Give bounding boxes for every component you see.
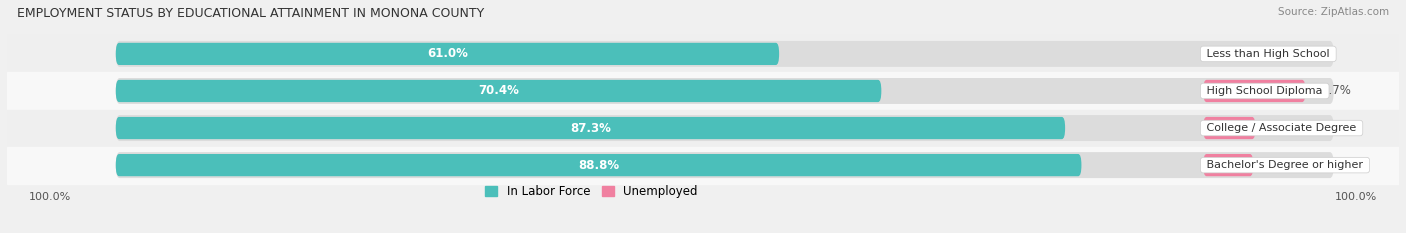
Text: 100.0%: 100.0%: [28, 192, 72, 202]
FancyBboxPatch shape: [115, 154, 1081, 176]
FancyBboxPatch shape: [1204, 80, 1305, 102]
FancyBboxPatch shape: [115, 152, 1334, 178]
FancyBboxPatch shape: [115, 115, 1334, 141]
FancyBboxPatch shape: [115, 78, 1334, 104]
FancyBboxPatch shape: [115, 80, 882, 102]
Text: EMPLOYMENT STATUS BY EDUCATIONAL ATTAINMENT IN MONONA COUNTY: EMPLOYMENT STATUS BY EDUCATIONAL ATTAINM…: [17, 7, 484, 20]
Legend: In Labor Force, Unemployed: In Labor Force, Unemployed: [485, 185, 697, 198]
Text: High School Diploma: High School Diploma: [1204, 86, 1326, 96]
FancyBboxPatch shape: [115, 43, 779, 65]
Bar: [7, 35, 1399, 72]
Text: Bachelor's Degree or higher: Bachelor's Degree or higher: [1204, 160, 1367, 170]
Bar: [7, 110, 1399, 147]
FancyBboxPatch shape: [1204, 117, 1256, 139]
Text: 87.3%: 87.3%: [569, 122, 610, 134]
Text: 0.0%: 0.0%: [1219, 47, 1249, 60]
FancyBboxPatch shape: [1204, 154, 1253, 176]
Text: Source: ZipAtlas.com: Source: ZipAtlas.com: [1278, 7, 1389, 17]
FancyBboxPatch shape: [115, 117, 1066, 139]
Text: 100.0%: 100.0%: [1334, 192, 1378, 202]
Text: 2.3%: 2.3%: [1270, 159, 1299, 172]
Text: 2.4%: 2.4%: [1272, 122, 1302, 134]
Text: 88.8%: 88.8%: [578, 159, 619, 172]
Text: Less than High School: Less than High School: [1204, 49, 1333, 59]
Text: 70.4%: 70.4%: [478, 85, 519, 97]
Bar: [7, 147, 1399, 184]
Text: 61.0%: 61.0%: [427, 47, 468, 60]
Bar: [7, 72, 1399, 110]
Text: College / Associate Degree: College / Associate Degree: [1204, 123, 1360, 133]
FancyBboxPatch shape: [115, 41, 1334, 67]
Text: 4.7%: 4.7%: [1322, 85, 1351, 97]
